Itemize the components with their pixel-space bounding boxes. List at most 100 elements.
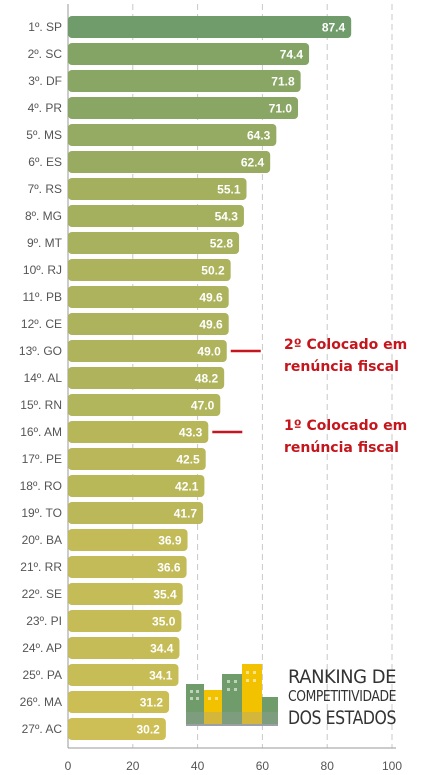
bar [68,286,229,308]
value-label: 71.8 [271,75,295,89]
category-label: 4º. PR [28,101,63,115]
annotation-text: renúncia fiscal [284,359,399,375]
annotations: 2º Colocado em renúncia fiscal 1º Colocado… [212,337,407,456]
category-label: 17º. PE [22,452,62,466]
category-label: 1º. SP [28,20,62,34]
category-label: 25º. PA [22,668,62,682]
value-label: 36.6 [157,561,181,575]
value-label: 55.1 [217,183,241,197]
ranking-logo: RANKING DE COMPETITIVIDADE DOS ESTADOS [186,664,397,729]
bar [68,178,247,200]
bar [68,610,182,632]
value-label: 31.2 [140,696,164,710]
value-label: 35.0 [152,615,176,629]
x-tick-label: 100 [382,759,402,773]
value-label: 74.4 [280,48,304,62]
x-axis-ticks: 0 20 40 60 80 100 [65,759,403,773]
bar [68,529,188,551]
annotation-text: 1º Colocado em [284,418,407,434]
category-label: 9º. MT [27,236,63,250]
value-label: 42.5 [176,453,200,467]
bar [68,232,240,254]
logo-line-2: COMPETITIVIDADE [288,687,396,705]
x-tick-label: 60 [256,759,270,773]
bar [68,313,229,335]
bars [68,16,352,740]
category-label: 26º. MA [20,695,62,709]
category-label: 13º. GO [19,344,62,358]
x-tick-label: 0 [65,759,72,773]
value-label: 64.3 [247,129,271,143]
category-label: 27º. AC [22,722,63,736]
bar [68,367,225,389]
bar [68,340,227,362]
bar [68,556,187,578]
bar [68,259,231,281]
value-label: 47.0 [191,399,215,413]
value-label: 54.3 [215,210,239,224]
category-label: 6º. ES [28,155,62,169]
bar [68,151,271,173]
x-tick-label: 40 [191,759,205,773]
bar [68,502,204,524]
category-label: 10º. RJ [23,263,62,277]
value-label: 36.9 [158,534,182,548]
value-label: 87.4 [322,21,346,35]
bar [68,691,170,713]
value-label: 34.1 [149,669,173,683]
value-label: 48.2 [195,372,219,386]
bar [68,637,180,659]
value-label: 34.4 [150,642,174,656]
value-label: 49.0 [197,345,221,359]
value-label: 41.7 [174,507,198,521]
bar [68,448,206,470]
value-label: 42.1 [175,480,199,494]
value-label: 43.3 [179,426,203,440]
category-label: 24º. AP [22,641,62,655]
bar [68,421,209,443]
bar [68,97,299,119]
x-tick-label: 80 [321,759,335,773]
logo-buildings-icon [186,664,278,726]
category-label: 21º. RR [20,560,62,574]
value-label: 35.4 [153,588,177,602]
value-labels: 87.4 74.4 71.8 71.0 64.3 62.455.1 54.3 52.8 50.2… [136,21,345,737]
logo-line-3: DOS ESTADOS [288,707,396,729]
bar [68,205,244,227]
bar [68,475,205,497]
bar [68,124,277,146]
category-label: 18º. RO [20,479,62,493]
bar [68,664,179,686]
category-label: 3º. DF [28,74,62,88]
bar [68,583,183,605]
bar [68,70,301,92]
bar [68,394,221,416]
value-label: 30.2 [136,723,160,737]
category-labels: 1º. SP 2º. SC 3º. DF 4º. PR 5º. MS 6º. ES 7º. … [19,20,63,736]
category-label: 20º. BA [22,533,62,547]
bar [68,718,166,740]
category-label: 5º. MS [26,128,62,142]
category-label: 12º. CE [21,317,62,331]
category-label: 19º. TO [21,506,62,520]
x-tick-label: 20 [126,759,140,773]
value-label: 71.0 [269,102,293,116]
logo-line-1: RANKING DE [288,666,396,688]
value-label: 50.2 [201,264,225,278]
category-label: 11º. PB [22,290,62,304]
category-label: 15º. RN [20,398,62,412]
bar [68,16,352,38]
value-label: 52.8 [210,237,234,251]
category-label: 14º. AL [24,371,63,385]
annotation-text: 2º Colocado em [284,337,407,353]
annotation-text: renúncia fiscal [284,440,399,456]
category-label: 23º. PI [26,614,62,628]
category-label: 16º. AM [20,425,62,439]
category-label: 8º. MG [25,209,62,223]
category-label: 2º. SC [28,47,63,61]
bar [68,43,310,65]
category-label: 7º. RS [28,182,62,196]
value-label: 62.4 [241,156,265,170]
category-label: 22º. SE [22,587,62,601]
